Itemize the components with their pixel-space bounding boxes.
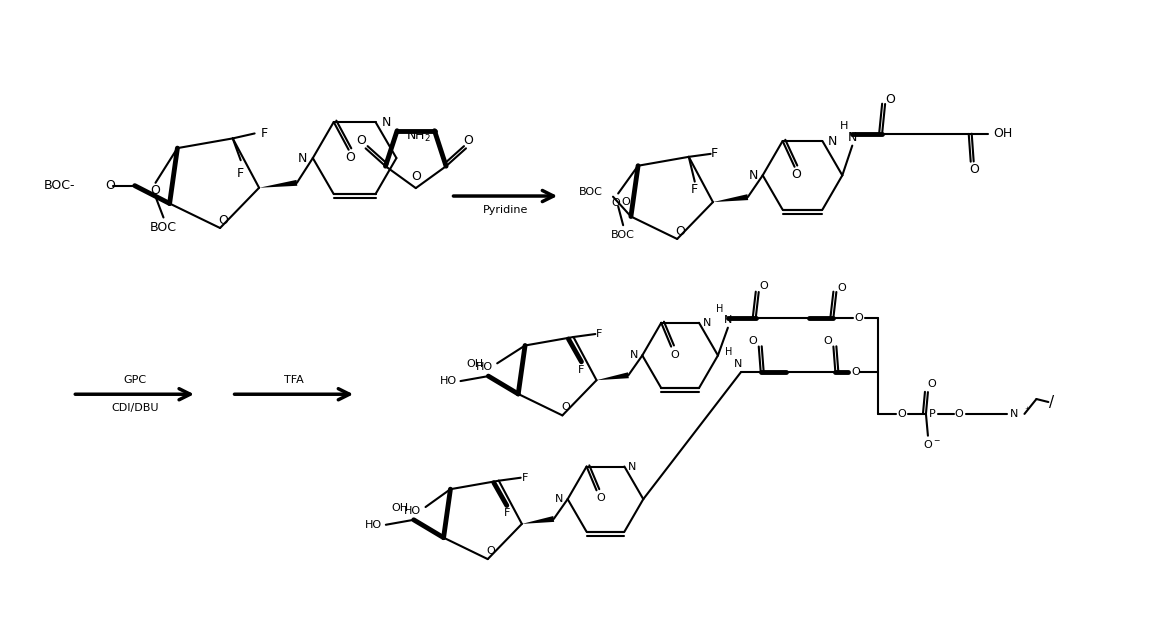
Text: O: O <box>597 493 605 503</box>
Text: O: O <box>792 168 801 181</box>
Text: BOC: BOC <box>612 230 635 240</box>
Text: O: O <box>463 134 473 147</box>
Text: O: O <box>823 335 832 345</box>
Text: O: O <box>898 409 906 419</box>
Text: HO: HO <box>476 362 493 372</box>
Text: N: N <box>555 494 564 504</box>
Text: O: O <box>885 92 896 105</box>
Text: N: N <box>298 152 307 165</box>
Text: F: F <box>597 329 602 339</box>
Text: OH: OH <box>466 359 484 369</box>
Text: O$^-$: O$^-$ <box>923 438 941 449</box>
Text: N: N <box>381 116 391 129</box>
Text: Pyridine: Pyridine <box>483 205 528 215</box>
Text: O: O <box>955 409 963 419</box>
Text: O: O <box>854 313 863 322</box>
Text: F: F <box>691 183 698 196</box>
Text: HO: HO <box>404 506 421 516</box>
Polygon shape <box>713 194 748 202</box>
Text: F: F <box>237 167 244 180</box>
Text: O: O <box>671 350 679 360</box>
Text: N: N <box>723 314 732 325</box>
Text: O: O <box>759 281 768 291</box>
Text: N: N <box>748 169 758 182</box>
Text: BOC: BOC <box>579 187 604 197</box>
Text: /: / <box>1049 394 1054 410</box>
Text: N: N <box>702 318 712 328</box>
Text: N: N <box>630 350 638 360</box>
Text: HO: HO <box>365 520 381 530</box>
Text: O: O <box>561 402 570 412</box>
Text: O: O <box>411 170 421 183</box>
Text: BOC-: BOC- <box>43 179 76 192</box>
Text: O: O <box>749 335 757 345</box>
Text: O: O <box>837 283 846 293</box>
Text: F: F <box>521 473 528 483</box>
Text: GPC: GPC <box>123 375 147 386</box>
Text: F: F <box>578 365 585 374</box>
Text: O: O <box>345 151 356 164</box>
Text: N: N <box>848 131 857 144</box>
Text: O: O <box>357 134 366 147</box>
Text: O: O <box>150 184 160 197</box>
Text: O: O <box>928 379 936 389</box>
Text: $^+$: $^+$ <box>1022 405 1030 415</box>
Text: NH$_2$: NH$_2$ <box>406 129 431 144</box>
Text: OH: OH <box>392 503 408 513</box>
Text: F: F <box>504 508 509 518</box>
Text: N: N <box>827 134 836 147</box>
Text: O: O <box>486 546 495 556</box>
Text: OH: OH <box>993 128 1013 141</box>
Text: F: F <box>711 147 719 160</box>
Text: N: N <box>628 462 636 472</box>
Text: N: N <box>734 360 742 370</box>
Text: O: O <box>105 179 115 192</box>
Text: P: P <box>928 409 935 419</box>
Polygon shape <box>597 372 629 380</box>
Text: H: H <box>716 304 723 314</box>
Text: TFA: TFA <box>284 375 304 386</box>
Text: H: H <box>840 121 849 131</box>
Text: BOC: BOC <box>150 221 177 234</box>
Text: O: O <box>621 197 630 207</box>
Text: H: H <box>726 347 733 357</box>
Text: O: O <box>676 225 685 238</box>
Polygon shape <box>259 180 298 188</box>
Polygon shape <box>522 516 555 524</box>
Text: CDI/DBU: CDI/DBU <box>110 403 158 413</box>
Text: O: O <box>612 199 621 209</box>
Text: O: O <box>851 367 859 377</box>
Text: O: O <box>969 163 978 176</box>
Text: O: O <box>219 214 228 227</box>
Text: HO: HO <box>440 376 457 386</box>
Text: F: F <box>261 127 269 140</box>
Text: N: N <box>1011 409 1019 419</box>
